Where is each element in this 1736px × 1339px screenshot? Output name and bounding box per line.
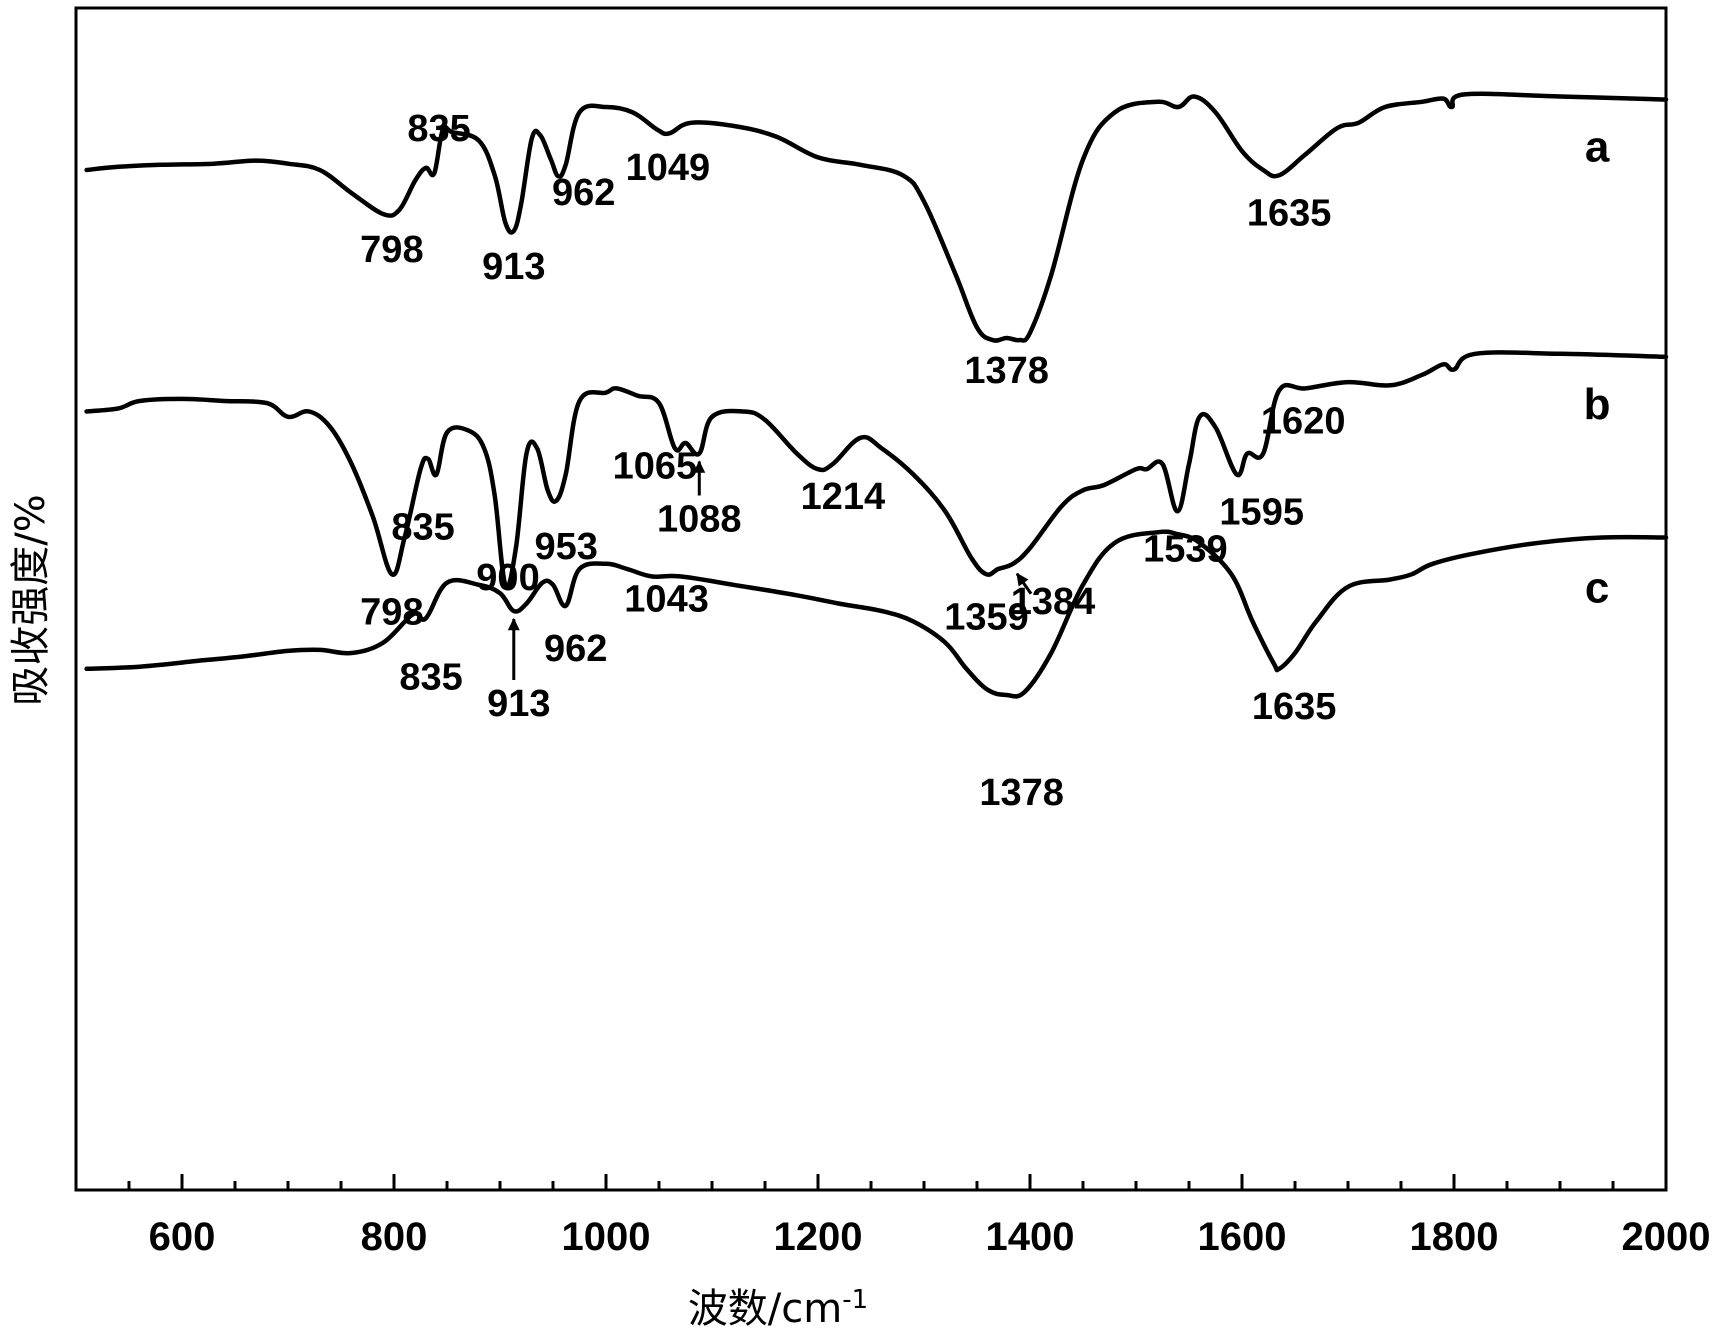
peak-label-b-1359: 1359 bbox=[944, 596, 1029, 638]
peak-label-c-835: 835 bbox=[399, 656, 462, 698]
peak-label-b-1595: 1595 bbox=[1219, 492, 1304, 534]
peak-label-b-835: 835 bbox=[391, 507, 454, 549]
peak-label-c-1378: 1378 bbox=[979, 772, 1064, 814]
x-tick-label-800: 800 bbox=[361, 1215, 428, 1259]
peak-label-a-1378: 1378 bbox=[964, 350, 1049, 392]
peak-label-a-798: 798 bbox=[360, 229, 423, 271]
peak-labels: 7988359139621049137816357988359009531065… bbox=[360, 108, 1345, 814]
peak-label-b-953: 953 bbox=[534, 526, 597, 568]
x-axis-tick-labels: 600 800 1000 1200 1400 1600 1800 2000 bbox=[149, 1215, 1711, 1259]
peak-label-b-1065: 1065 bbox=[613, 445, 698, 487]
series-label-a: a bbox=[1585, 123, 1610, 172]
peak-label-a-962: 962 bbox=[552, 172, 615, 214]
peak-label-a-913: 913 bbox=[482, 246, 545, 288]
x-tick-label-1600: 1600 bbox=[1198, 1215, 1287, 1259]
arrowhead-b-1088 bbox=[693, 460, 706, 473]
peak-label-b-1539: 1539 bbox=[1143, 528, 1228, 570]
x-axis-title: 波数/cm-1 bbox=[688, 1285, 868, 1332]
peak-label-b-900: 900 bbox=[476, 557, 539, 599]
x-tick-label-600: 600 bbox=[149, 1215, 216, 1259]
peak-label-c-962: 962 bbox=[544, 628, 607, 670]
x-tick-label-1400: 1400 bbox=[986, 1215, 1075, 1259]
peak-label-b-1384: 1384 bbox=[1011, 581, 1096, 623]
series-label-c: c bbox=[1585, 564, 1609, 613]
x-tick-label-2000: 2000 bbox=[1622, 1215, 1711, 1259]
peak-label-c-1635: 1635 bbox=[1252, 686, 1337, 728]
peak-label-a-1049: 1049 bbox=[626, 147, 711, 189]
series-b-line bbox=[84, 350, 1669, 590]
arrowhead-b-1384 bbox=[1016, 572, 1029, 587]
spectra-curves bbox=[84, 91, 1669, 699]
plot-frame bbox=[74, 6, 1668, 1192]
peak-arrows bbox=[507, 460, 1033, 680]
x-tick-label-1000: 1000 bbox=[562, 1215, 651, 1259]
arrowhead-c-913 bbox=[507, 617, 520, 631]
y-axis-title: 吸收强度/% bbox=[8, 494, 54, 705]
peak-label-b-1088: 1088 bbox=[657, 499, 742, 541]
peak-label-c-913: 913 bbox=[487, 683, 550, 725]
x-axis-ticks bbox=[74, 1174, 1668, 1190]
peak-label-c-1043: 1043 bbox=[624, 578, 709, 620]
peak-label-a-1635: 1635 bbox=[1247, 192, 1332, 234]
series-c-line bbox=[84, 529, 1669, 699]
x-tick-label-1800: 1800 bbox=[1410, 1215, 1499, 1259]
x-tick-label-1200: 1200 bbox=[774, 1215, 863, 1259]
peak-label-b-798: 798 bbox=[360, 591, 423, 633]
series-label-b: b bbox=[1584, 380, 1611, 429]
peak-label-a-835: 835 bbox=[407, 108, 470, 150]
series-a-line bbox=[84, 91, 1669, 343]
peak-label-b-1214: 1214 bbox=[801, 476, 886, 518]
series-labels: a b c bbox=[1584, 123, 1611, 613]
peak-label-b-1620: 1620 bbox=[1261, 401, 1346, 443]
